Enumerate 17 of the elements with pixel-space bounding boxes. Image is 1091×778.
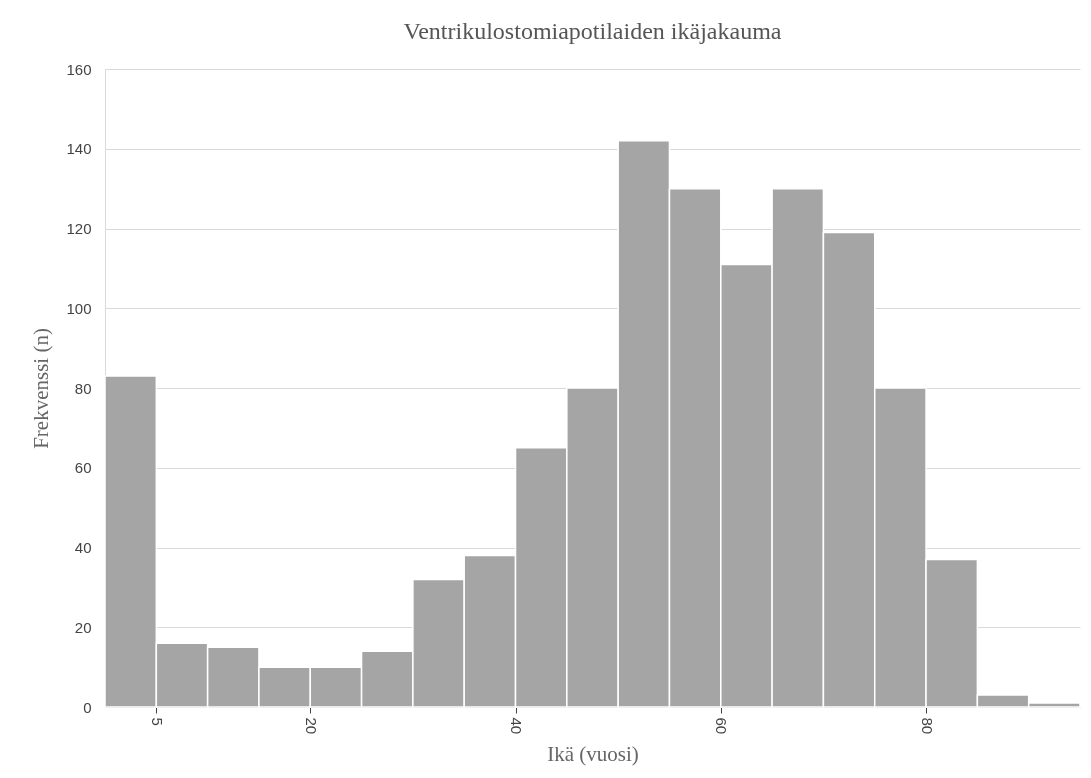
chart-title: Ventrikulostomiapotilaiden ikäjakauma	[403, 18, 782, 44]
x-tick-label: 20	[302, 717, 320, 735]
y-axis-title: Frekvenssi (n)	[29, 328, 54, 449]
y-tick-label: 20	[74, 618, 92, 636]
y-tick-label: 120	[66, 220, 92, 237]
x-tick-label: 5	[148, 717, 166, 726]
y-tick-label: 160	[66, 60, 92, 78]
x-tick-label: 40	[508, 717, 526, 735]
y-tick-label: 140	[66, 140, 92, 158]
x-tick-label: 80	[918, 717, 936, 735]
x-axis-title: Ikä (vuosi)	[547, 742, 639, 767]
x-tick-label: 60	[713, 717, 731, 735]
y-tick-label: 100	[66, 299, 92, 317]
y-tick-label: 60	[74, 459, 92, 477]
y-tick-label: 80	[74, 379, 92, 397]
y-tick-label: 40	[74, 539, 92, 556]
y-tick-label: 0	[83, 698, 92, 716]
